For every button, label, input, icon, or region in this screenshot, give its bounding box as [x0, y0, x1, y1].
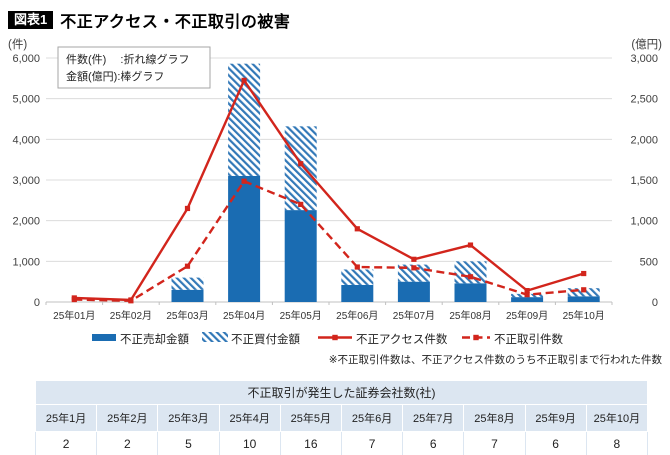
- right-axis-caption: (億円): [631, 38, 662, 51]
- x-axis-label: 25年05月: [280, 309, 322, 322]
- fraud-count-line-marker: [241, 178, 247, 184]
- bar-sell-segment: [454, 283, 487, 302]
- left-axis-caption: (件): [8, 37, 27, 51]
- inner-legend-line1: 件数(件) :折れ線グラフ: [66, 52, 189, 66]
- x-axis-label: 25年01月: [53, 309, 95, 322]
- bar-sell-segment: [228, 175, 261, 302]
- fraud-count-line-marker: [411, 265, 417, 271]
- fraud-count-line-marker: [128, 298, 134, 304]
- bar-sell-segment: [171, 289, 204, 302]
- left-tick-label: 4,000: [12, 134, 40, 146]
- fraud-count-line-marker: [467, 274, 474, 280]
- table-company-count: 16: [279, 431, 342, 455]
- access-count-line-marker: [411, 256, 417, 262]
- x-axis-label: 25年09月: [506, 309, 548, 322]
- table-month-header: 25年3月: [157, 404, 220, 432]
- bar-sell-segment: [511, 297, 544, 302]
- access-count-line-marker: [298, 161, 304, 167]
- bar-sell-segment: [397, 281, 430, 302]
- bar-buy-segment: [341, 269, 374, 285]
- legend-swatch-fraud-marker: [473, 334, 479, 341]
- right-tick-label: 500: [640, 256, 658, 268]
- fraud-count-line-marker: [298, 201, 304, 207]
- table-company-count: 5: [157, 431, 220, 455]
- fraud-count-line-marker: [71, 296, 77, 303]
- chart-footnote: ※不正取引件数は、不正アクセス件数のうち不正取引まで行われた件数: [329, 353, 663, 366]
- fraud-count-line-marker: [581, 287, 587, 293]
- x-axis-label: 25年10月: [563, 309, 605, 322]
- x-axis-label: 25年02月: [110, 309, 152, 322]
- left-tick-label: 3,000: [12, 175, 40, 187]
- table-month-header: 25年7月: [402, 404, 465, 432]
- fraud-count-line: [74, 180, 584, 302]
- left-tick-label: 0: [34, 297, 40, 309]
- fraud-count-line-marker: [524, 292, 530, 298]
- page-header: 図表1 不正アクセス・不正取引の被害: [8, 8, 290, 32]
- table-company-count: 10: [218, 431, 281, 455]
- legend-swatch-sell: [92, 334, 116, 341]
- legend-label-fraud: 不正取引件数: [494, 332, 563, 346]
- bar-sell-segment: [341, 284, 374, 302]
- x-axis-label: 25年03月: [166, 309, 208, 322]
- bar-buy-segment: [171, 277, 204, 290]
- access-count-line-marker: [354, 226, 360, 232]
- right-tick-label: 0: [652, 297, 658, 309]
- legend-swatch-buy: [202, 332, 228, 342]
- x-axis-label: 25年06月: [336, 309, 378, 322]
- bar-buy-segment: [284, 126, 317, 211]
- table-company-count: 6: [402, 431, 465, 455]
- access-count-line-marker: [184, 205, 191, 212]
- inner-legend-box: [57, 46, 211, 89]
- figure-badge: 図表1: [8, 11, 54, 29]
- bar-sell-segment: [284, 210, 317, 302]
- table-company-count: 2: [34, 431, 98, 455]
- access-count-line-marker: [581, 270, 587, 277]
- legend-label-access: 不正アクセス件数: [356, 332, 448, 346]
- legend-swatch-access-marker: [332, 334, 338, 341]
- left-tick-label: 2,000: [12, 216, 40, 228]
- access-count-line-marker: [241, 77, 247, 83]
- inner-legend-line2: 金額(億円):棒グラフ: [66, 69, 164, 83]
- fraud-count-line-marker: [354, 264, 360, 270]
- table-company-count: 6: [524, 431, 587, 455]
- table-company-count: 7: [463, 431, 526, 455]
- table-month-header: 25年5月: [279, 404, 342, 432]
- companies-table-wrap: 不正取引が発生した証券会社数(社) 25年1月 25年2月 25年3月 25年4月 25年…: [34, 380, 649, 455]
- right-tick-label: 1,500: [630, 175, 658, 187]
- right-tick-label: 1,000: [630, 216, 658, 228]
- combo-chart: (件) (億円) 0 1,000 2,000 3,000 4,000 5,000 6,000 0 5…: [0, 32, 670, 372]
- table-month-header: 25年2月: [96, 404, 159, 432]
- access-count-line-marker: [467, 242, 474, 248]
- left-tick-label: 5,000: [12, 94, 40, 106]
- x-axis-label: 25年08月: [449, 309, 491, 322]
- table-company-count: 7: [340, 431, 404, 455]
- x-axis-label: 25年07月: [393, 309, 435, 322]
- left-tick-label: 1,000: [12, 256, 40, 268]
- bar-sell-segment: [567, 296, 600, 302]
- right-tick-label: 2,000: [630, 134, 658, 146]
- page-title: 不正アクセス・不正取引の被害: [60, 14, 291, 31]
- access-count-line: [74, 79, 585, 302]
- access-count-line-marker: [524, 288, 530, 294]
- left-tick-label: 6,000: [12, 53, 40, 65]
- right-tick-label: 2,500: [630, 94, 658, 106]
- legend-label-sell: 不正売却金額: [120, 332, 189, 346]
- table-month-header: 25年9月: [524, 404, 587, 432]
- table-title: 不正取引が発生した証券会社数(社): [35, 380, 648, 405]
- companies-table: 不正取引が発生した証券会社数(社) 25年1月 25年2月 25年3月 25年4月 25年…: [34, 380, 649, 455]
- table-month-header: 25年8月: [463, 404, 526, 432]
- table-company-count: 2: [96, 431, 159, 455]
- x-axis-label: 25年04月: [223, 309, 265, 322]
- bar-buy-segment: [454, 261, 487, 284]
- table-month-header: 25年10月: [585, 404, 649, 432]
- table-month-header: 25年4月: [218, 404, 281, 432]
- legend-label-buy: 不正買付金額: [231, 332, 300, 346]
- chart-svg: (件) (億円) 0 1,000 2,000 3,000 4,000 5,000 6,000 0 5…: [8, 37, 663, 366]
- table-month-header: 25年6月: [340, 404, 404, 432]
- right-tick-label: 3,000: [630, 53, 658, 65]
- table-month-header: 25年1月: [34, 404, 98, 432]
- table-company-count: 8: [585, 431, 649, 455]
- fraud-count-line-marker: [184, 263, 191, 269]
